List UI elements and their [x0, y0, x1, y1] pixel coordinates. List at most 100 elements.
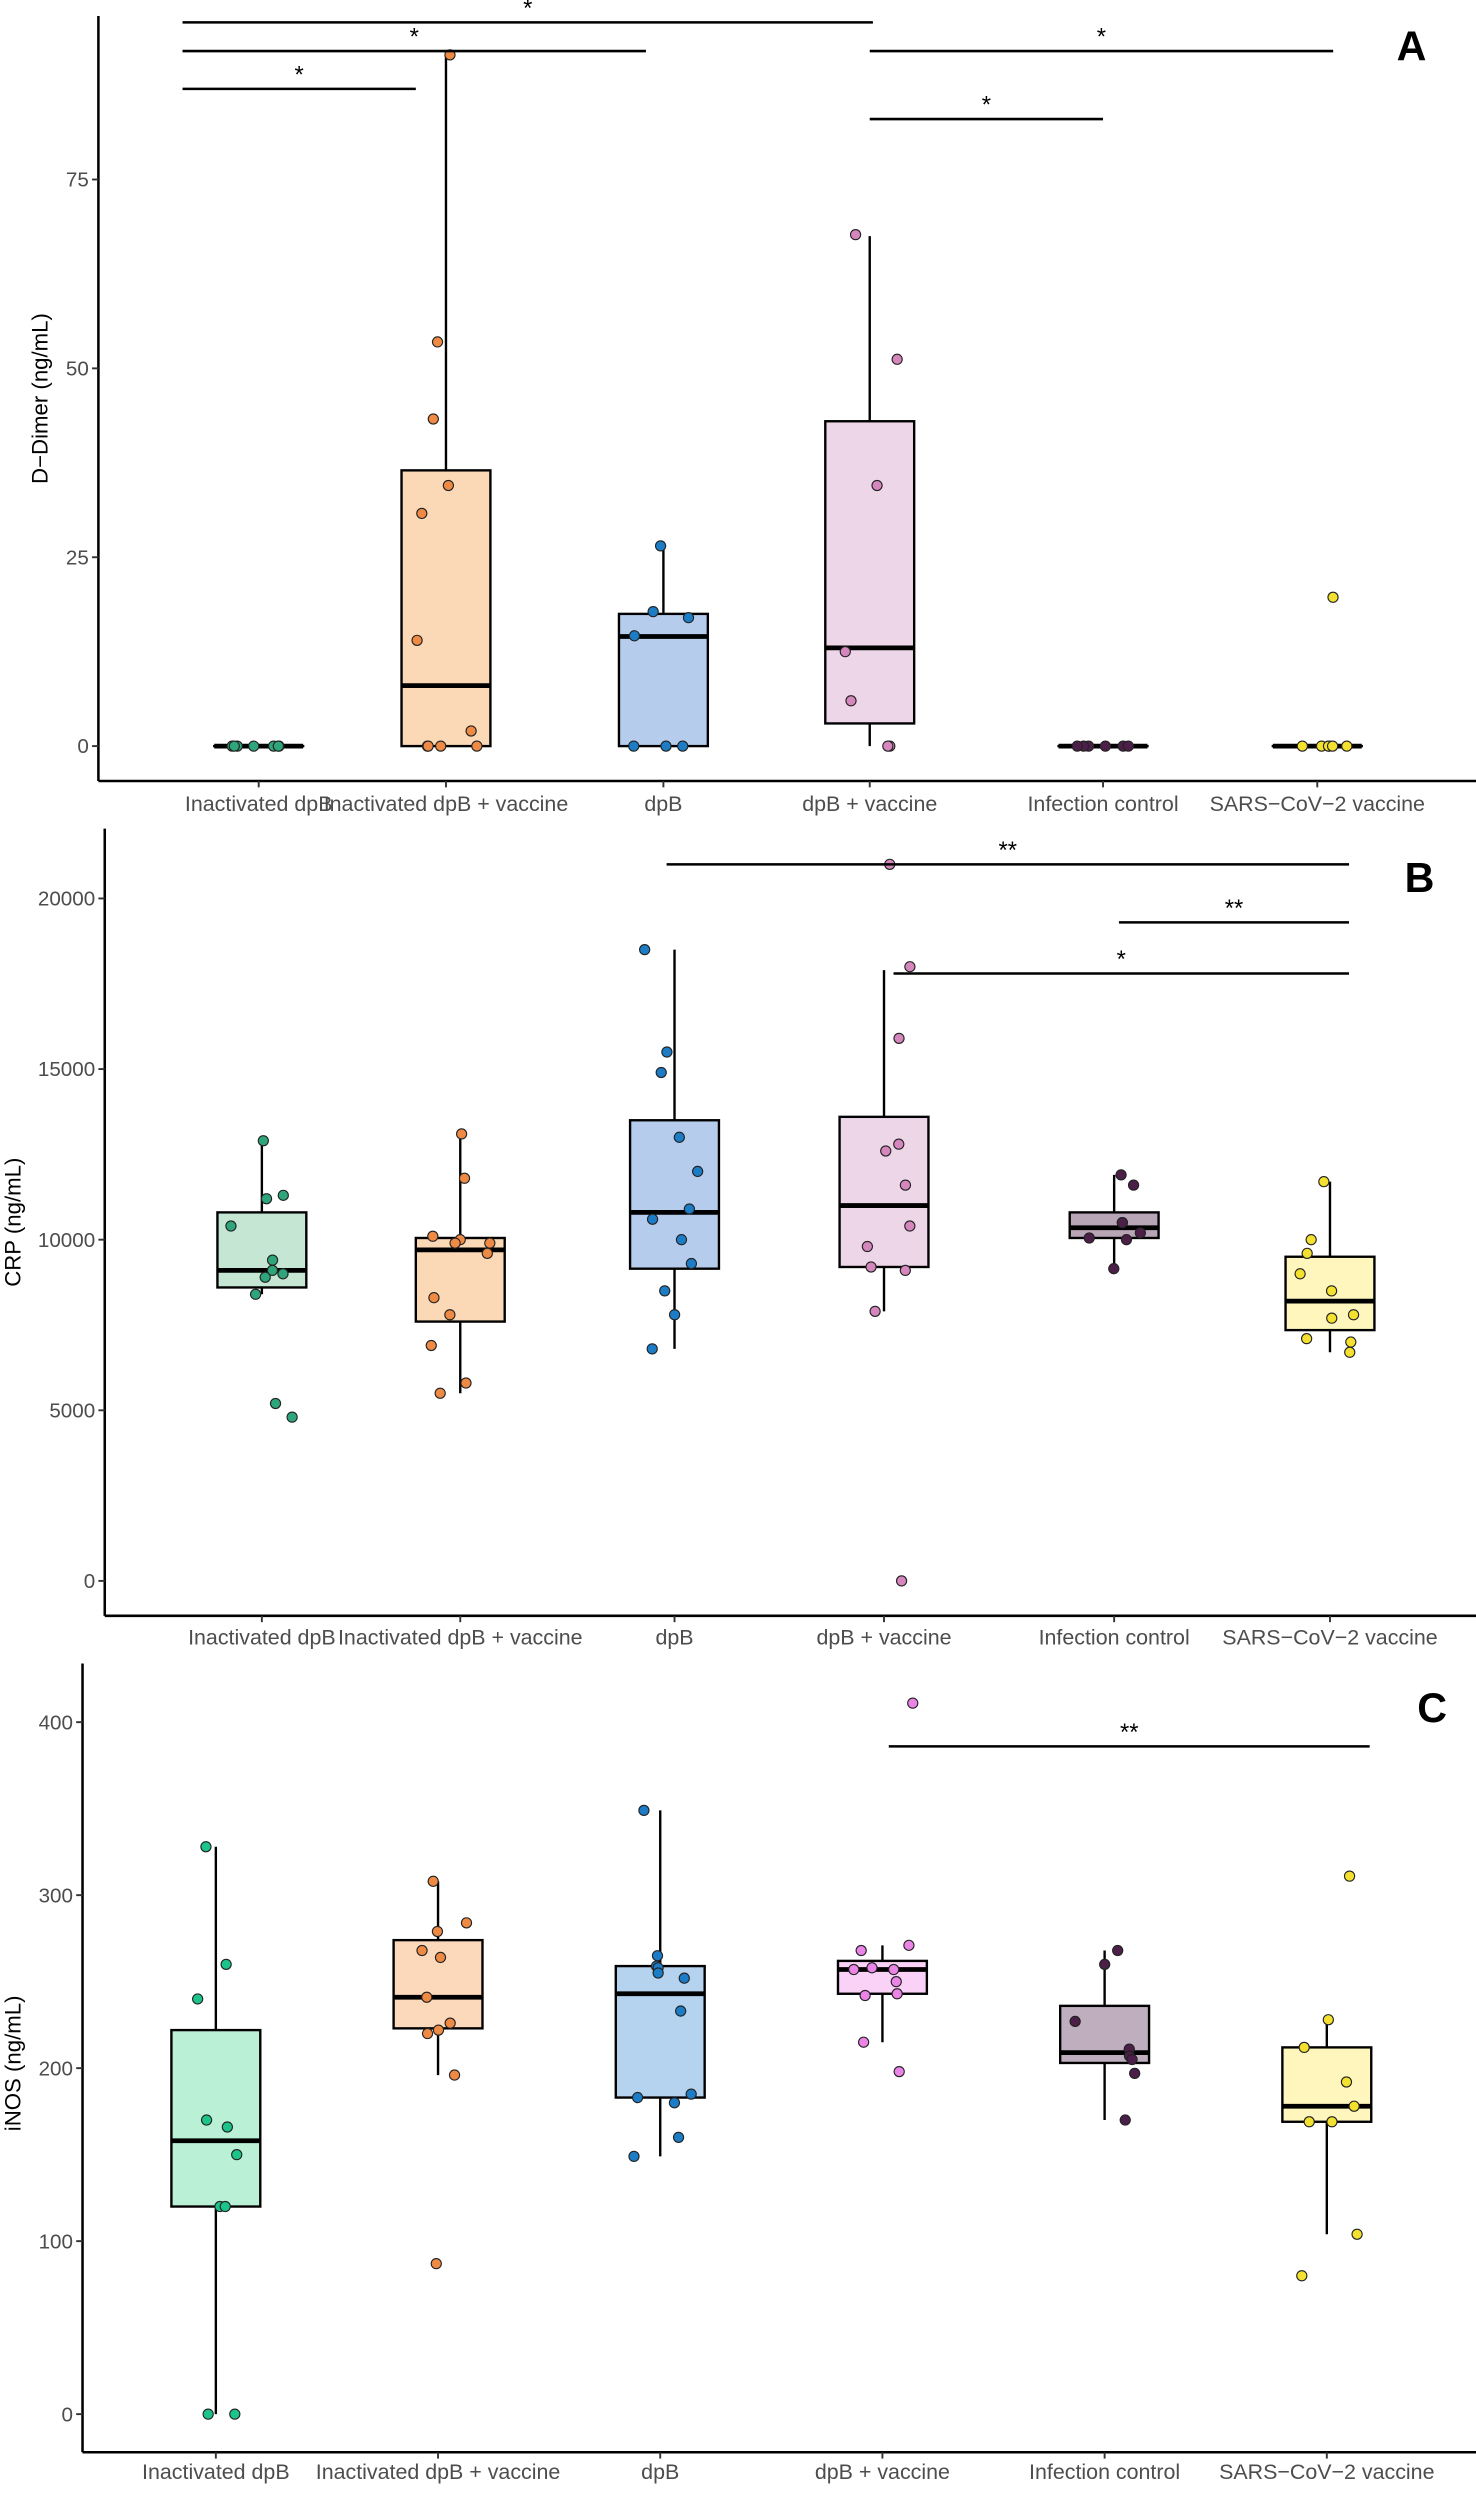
data-point	[857, 2036, 870, 2048]
data-point	[471, 740, 483, 752]
data-point	[421, 1991, 433, 2003]
y-axis-label: iNOS (ng/mL)	[1, 1996, 26, 2132]
box-group	[1057, 740, 1149, 752]
data-point	[861, 1240, 874, 1253]
x-tick-label: dpB	[655, 1625, 693, 1649]
data-point	[259, 1271, 271, 1283]
data-point	[434, 1951, 447, 1964]
data-point	[1343, 1870, 1356, 1882]
y-tick-label: 25	[66, 546, 89, 569]
data-point	[678, 1972, 690, 1984]
data-point	[1322, 2014, 1334, 2026]
data-point	[200, 1841, 212, 1853]
data-point	[628, 2150, 640, 2163]
y-tick-label: 0	[84, 1570, 95, 1593]
data-point	[1345, 1336, 1357, 1348]
y-tick-label: 75	[66, 169, 89, 192]
data-point	[1120, 1234, 1133, 1246]
data-point	[428, 1292, 440, 1304]
data-point	[646, 1343, 658, 1355]
box-group	[824, 229, 916, 752]
y-tick-label: 400	[39, 1711, 73, 1734]
data-point	[221, 2121, 233, 2133]
data-point	[1325, 1285, 1338, 1297]
y-tick-label: 15000	[38, 1058, 95, 1081]
significance-label: *	[1117, 946, 1126, 973]
box-iqr	[392, 1938, 484, 2030]
data-point	[269, 1397, 282, 1410]
significance-label: **	[999, 837, 1018, 864]
data-point	[1344, 1346, 1356, 1358]
data-point	[859, 1989, 871, 2002]
x-tick-label: Inactivated dpB + vaccine	[316, 2460, 561, 2484]
data-point	[228, 740, 240, 752]
x-tick-label: Infection control	[1029, 2460, 1180, 2484]
box-iqr	[628, 1119, 721, 1270]
data-point	[465, 725, 477, 737]
data-point	[675, 2005, 687, 2017]
data-point	[220, 1958, 232, 1970]
significance-label: *	[295, 61, 304, 88]
x-tick-label: dpB	[641, 2460, 679, 2484]
x-tick-label: Inactivated dpB	[188, 1625, 336, 1649]
y-tick-label: 100	[39, 2230, 73, 2253]
panel-letter: C	[1417, 1685, 1447, 1731]
data-point	[891, 353, 903, 365]
data-point	[675, 1234, 688, 1246]
data-point	[1119, 2114, 1131, 2126]
data-point	[416, 507, 428, 520]
x-tick-label: SARS−CoV−2 vaccine	[1219, 2460, 1434, 2484]
data-point	[638, 1804, 650, 1817]
box-group	[414, 1128, 506, 1399]
y-tick-label: 20000	[38, 888, 95, 911]
x-tick-label: dpB	[644, 792, 682, 816]
box-group	[1271, 591, 1363, 752]
data-point	[411, 634, 423, 646]
data-point	[668, 2097, 681, 2109]
data-point	[1115, 1169, 1127, 1181]
x-tick-label: Inactivated dpB	[142, 2460, 290, 2484]
data-point	[277, 1268, 289, 1280]
x-tick-label: Infection control	[1027, 792, 1178, 816]
data-point	[659, 1285, 671, 1297]
data-point	[1340, 2076, 1353, 2088]
data-point	[431, 1925, 444, 1938]
data-point	[1083, 1232, 1095, 1244]
data-point	[1300, 1333, 1313, 1345]
data-point	[899, 1179, 912, 1191]
data-point	[1071, 740, 1083, 752]
data-point	[890, 1976, 902, 1988]
y-tick-label: 300	[39, 1884, 73, 1907]
data-point	[893, 1032, 905, 1044]
box-group	[1058, 1944, 1151, 2126]
x-tick-label: Inactivated dpB + vaccine	[338, 1625, 583, 1649]
data-point	[460, 1917, 473, 1929]
data-point	[1134, 1227, 1146, 1239]
data-point	[628, 740, 640, 752]
data-point	[1099, 740, 1112, 752]
data-point	[1341, 740, 1353, 752]
data-point	[639, 944, 651, 956]
data-point	[1099, 1958, 1111, 1970]
data-point	[685, 1257, 698, 1270]
data-point	[1129, 2067, 1141, 2079]
box-group	[838, 858, 930, 1587]
data-point	[855, 1944, 867, 1957]
data-point	[1294, 1268, 1306, 1280]
data-point	[277, 1189, 289, 1201]
data-point	[272, 740, 284, 752]
data-point	[427, 1875, 439, 1887]
box-group	[836, 1697, 929, 2078]
data-point	[685, 2088, 697, 2100]
significance-label: *	[523, 0, 532, 22]
data-point	[865, 1261, 877, 1273]
data-point	[460, 1377, 472, 1389]
data-point	[202, 2408, 214, 2420]
data-point	[655, 1066, 667, 1079]
data-point	[672, 2131, 685, 2143]
x-tick-label: dpB + vaccine	[802, 792, 937, 816]
data-point	[416, 1944, 428, 1957]
data-point	[249, 1288, 262, 1300]
box-iqr	[614, 1964, 706, 2099]
data-point	[225, 1220, 237, 1232]
